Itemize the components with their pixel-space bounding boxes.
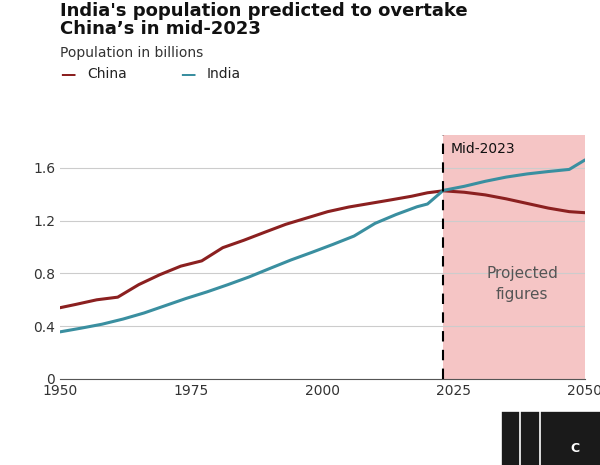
Text: —: —: [60, 67, 76, 82]
Text: China: China: [87, 67, 127, 81]
Text: Mid-2023: Mid-2023: [451, 142, 516, 156]
Text: Projected
figures: Projected figures: [486, 266, 558, 302]
Text: —: —: [180, 67, 196, 82]
Text: China’s in mid-2023: China’s in mid-2023: [60, 20, 261, 38]
Bar: [443, 135, 585, 379]
Text: B: B: [532, 442, 542, 455]
Text: India's population predicted to overtake: India's population predicted to overtake: [60, 2, 467, 20]
Text: Source: UN World Population Prospects, 2022: Source: UN World Population Prospects, 2…: [13, 442, 280, 455]
Text: C: C: [571, 442, 580, 455]
Text: Population in billions: Population in billions: [60, 46, 203, 60]
Text: B: B: [551, 442, 561, 455]
Text: India: India: [207, 67, 241, 81]
